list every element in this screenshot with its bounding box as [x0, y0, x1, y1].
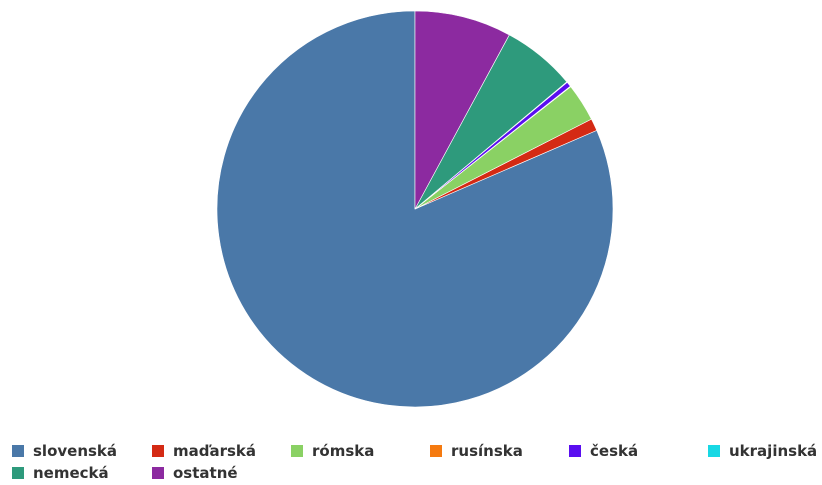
legend-row-2: nemecká ostatné — [12, 463, 818, 485]
legend-label-nemecka: nemecká — [33, 464, 109, 482]
legend-item-madarska[interactable]: maďarská — [152, 441, 256, 461]
pie-slice-ostatne[interactable] — [414, 10, 510, 210]
legend-item-ostatne[interactable]: ostatné — [152, 463, 238, 483]
legend-label-slovenska: slovenská — [33, 442, 118, 460]
legend-swatch-slovenska — [12, 445, 24, 457]
legend-item-romska[interactable]: rómska — [291, 441, 374, 461]
legend-label-ukrajinska: ukrajinská — [729, 442, 818, 460]
legend-label-ceska: česká — [590, 442, 639, 460]
legend-label-ostatne: ostatné — [173, 464, 238, 482]
legend-item-nemecka[interactable]: nemecká — [12, 463, 109, 483]
legend-row-1: slovenská maďarská rómska rusínska česká… — [12, 441, 818, 463]
legend-swatch-rusinska — [430, 445, 442, 457]
legend-label-rusinska: rusínska — [451, 442, 523, 460]
legend-swatch-nemecka — [12, 467, 24, 479]
pie-slice-slovenska[interactable] — [216, 10, 614, 408]
legend-swatch-romska — [291, 445, 303, 457]
legend-swatch-ceska — [569, 445, 581, 457]
legend-swatch-ukrajinska — [708, 445, 720, 457]
legend-label-madarska: maďarská — [173, 442, 257, 460]
legend-item-ukrajinska[interactable]: ukrajinská — [708, 441, 817, 461]
legend-swatch-madarska — [152, 445, 164, 457]
legend-label-romska: rómska — [312, 442, 375, 460]
legend-item-ceska[interactable]: česká — [569, 441, 638, 461]
legend-item-rusinska[interactable]: rusínska — [430, 441, 523, 461]
legend-item-slovenska[interactable]: slovenská — [12, 441, 117, 461]
pie-chart — [216, 10, 614, 408]
pie-slices — [216, 10, 614, 408]
chart-legend: slovenská maďarská rómska rusínska česká… — [12, 441, 818, 485]
legend-swatch-ostatne — [152, 467, 164, 479]
